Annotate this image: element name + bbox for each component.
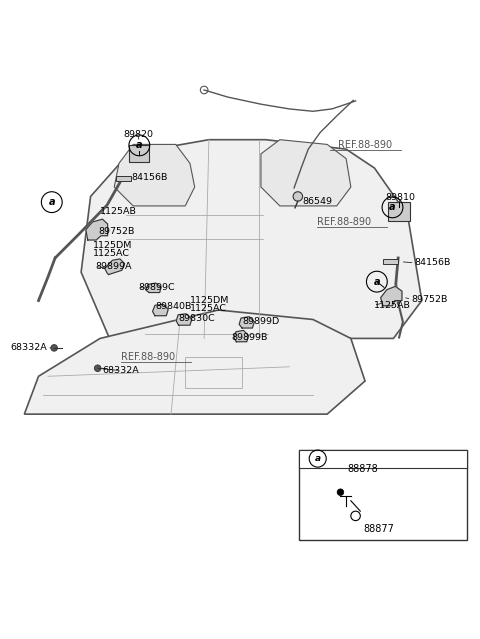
Text: 89840B: 89840B — [155, 302, 192, 311]
Text: 1125DM: 1125DM — [93, 241, 132, 250]
Bar — [116, 176, 131, 181]
Text: a: a — [373, 277, 380, 287]
Polygon shape — [261, 140, 351, 206]
Bar — [130, 145, 149, 162]
Circle shape — [51, 344, 58, 351]
Text: 1125AC: 1125AC — [190, 304, 227, 313]
Text: a: a — [136, 141, 143, 150]
Text: 88878: 88878 — [348, 463, 378, 473]
Text: REF.88-890: REF.88-890 — [338, 141, 392, 150]
Bar — [299, 450, 467, 539]
Text: 1125DM: 1125DM — [190, 296, 229, 305]
Circle shape — [293, 192, 302, 201]
Text: 89752B: 89752B — [98, 227, 135, 236]
Text: 84156B: 84156B — [415, 258, 451, 267]
Polygon shape — [24, 310, 365, 414]
Text: a: a — [48, 197, 55, 207]
Text: 68332A: 68332A — [102, 366, 139, 375]
Polygon shape — [153, 304, 168, 316]
Polygon shape — [239, 317, 254, 328]
Bar — [299, 450, 467, 468]
Polygon shape — [114, 144, 195, 206]
Polygon shape — [176, 314, 192, 325]
Circle shape — [95, 365, 101, 371]
Text: 1125AB: 1125AB — [373, 301, 410, 310]
Circle shape — [337, 489, 344, 495]
Bar — [185, 357, 242, 388]
Polygon shape — [381, 286, 402, 306]
Bar — [383, 259, 398, 264]
Bar — [388, 202, 410, 221]
Text: 89810: 89810 — [385, 194, 416, 203]
Text: 1125AB: 1125AB — [100, 207, 137, 216]
Text: 89752B: 89752B — [411, 295, 448, 304]
Text: REF.88-890: REF.88-890 — [121, 352, 176, 362]
Polygon shape — [234, 330, 249, 342]
Text: 88877: 88877 — [364, 523, 395, 534]
Text: 89820: 89820 — [123, 130, 153, 139]
Text: 89899D: 89899D — [242, 317, 279, 326]
Text: a: a — [389, 203, 396, 212]
Polygon shape — [81, 140, 422, 339]
Text: 89830C: 89830C — [179, 314, 216, 323]
Text: 1125AC: 1125AC — [93, 249, 130, 258]
Polygon shape — [86, 219, 108, 240]
Text: 68332A: 68332A — [10, 343, 47, 352]
Text: 89899B: 89899B — [231, 333, 268, 342]
Polygon shape — [105, 259, 125, 275]
Text: a: a — [315, 454, 321, 463]
Text: 89899C: 89899C — [138, 283, 175, 292]
Text: 89899A: 89899A — [96, 262, 132, 271]
Text: 84156B: 84156B — [132, 173, 168, 182]
Text: REF.88-890: REF.88-890 — [317, 217, 371, 227]
Text: 86549: 86549 — [302, 197, 333, 206]
Polygon shape — [146, 283, 161, 293]
